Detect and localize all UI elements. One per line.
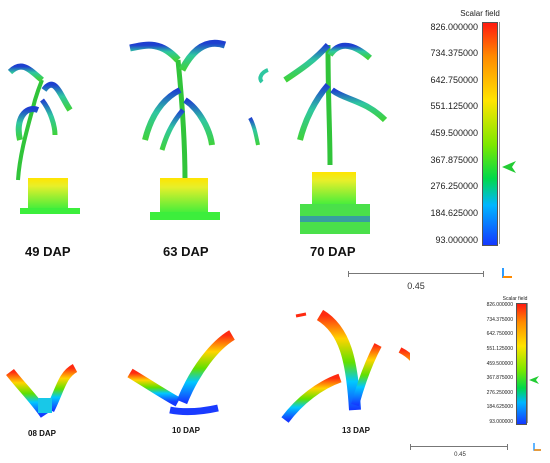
label-63-dap: 63 DAP: [163, 244, 209, 259]
colorbar-tick-label: 459.500000: [486, 360, 513, 367]
seedling-10-dap: [127, 330, 235, 416]
colorbar-tick-label: 734.375000: [430, 48, 478, 59]
bottom-colorbar-title: Scalar field: [502, 296, 528, 302]
colorbar-tick-label: 93.000000: [489, 419, 513, 425]
colorbar-tick-label: 734.375000: [486, 316, 513, 323]
colorbar-tick-label: 459.500000: [430, 128, 478, 139]
label-13-dap: 13 DAP: [342, 426, 371, 435]
top-colorbar-axis: [499, 22, 500, 244]
bottom-colorbar: [516, 303, 527, 425]
colorbar-tick-label: 642.750000: [486, 331, 513, 338]
colorbar-tick-label: 551.125000: [486, 345, 513, 352]
seedling-08-dap: [6, 364, 78, 418]
label-08-dap: 08 DAP: [28, 429, 57, 438]
label-49-dap: 49 DAP: [25, 244, 71, 259]
top-point-cloud-plants: [7, 39, 388, 234]
bottom-colorbar-marker-icon: [529, 376, 539, 384]
bottom-point-cloud-seedlings: [6, 309, 410, 423]
plant-70-dap: [248, 42, 388, 234]
top-scale-bar: [348, 271, 484, 277]
bottom-scale-label: 0.45: [454, 452, 466, 458]
colorbar-tick-label: 826.000000: [486, 302, 513, 308]
colorbar-tick-label: 551.125000: [430, 101, 478, 112]
colorbar-tick-label: 367.875000: [430, 154, 478, 165]
bottom-axis-icon: [533, 443, 541, 451]
plant-49-dap: [7, 63, 80, 214]
colorbar-tick-label: 276.250000: [430, 181, 478, 192]
top-colorbar-marker-icon: [502, 161, 516, 173]
seedling-13-dap: [281, 309, 410, 423]
colorbar-tick-label: 367.875000: [486, 375, 513, 382]
colorbar-tick-label: 184.625000: [430, 207, 478, 218]
label-10-dap: 10 DAP: [172, 426, 201, 435]
colorbar-tick-label: 642.750000: [430, 74, 478, 85]
top-colorbar: [482, 22, 498, 246]
top-scale-label: 0.45: [407, 281, 425, 291]
top-axis-icon: [502, 268, 512, 278]
colorbar-tick-label: 826.000000: [430, 21, 478, 32]
bottom-colorbar-axis: [527, 303, 528, 423]
label-70-dap: 70 DAP: [310, 244, 356, 259]
colorbar-tick-label: 276.250000: [486, 389, 513, 396]
bottom-scale-bar: [410, 444, 508, 450]
plant-63-dap: [129, 39, 227, 220]
top-colorbar-title: Scalar field: [460, 9, 500, 18]
colorbar-tick-label: 184.625000: [486, 404, 513, 411]
colorbar-tick-label: 93.000000: [435, 234, 478, 245]
